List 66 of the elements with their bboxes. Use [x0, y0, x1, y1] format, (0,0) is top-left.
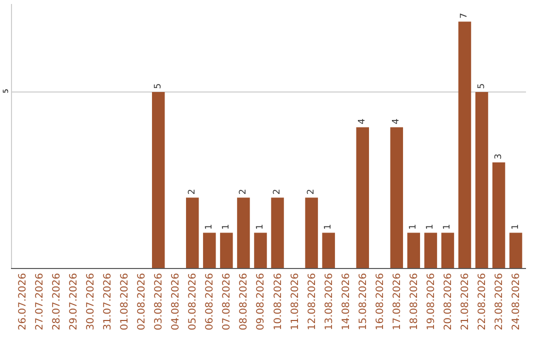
- x-tick-label: 04.08.2026: [170, 273, 182, 330]
- data-label: 4: [358, 118, 368, 124]
- data-label: 2: [272, 188, 283, 195]
- x-tick-label: 07.08.2026: [222, 273, 233, 330]
- data-label: 1: [204, 224, 214, 230]
- bar: [152, 92, 165, 268]
- data-label: 2: [238, 188, 248, 195]
- x-tick-label: 11.08.2026: [290, 273, 301, 330]
- data-label: 1: [324, 224, 334, 230]
- x-tick-label: 20.08.2026: [442, 273, 454, 330]
- data-label: 1: [510, 224, 521, 230]
- data-label: 1: [255, 224, 266, 230]
- data-label: 2: [306, 188, 317, 195]
- x-tick-label: 08.08.2026: [238, 273, 250, 330]
- bar: [237, 198, 250, 268]
- x-tick-label: 16.08.2026: [374, 273, 386, 330]
- x-tick-label: 06.08.2026: [204, 273, 216, 330]
- data-label: 2: [187, 188, 198, 195]
- data-label: 1: [221, 224, 232, 230]
- x-tick-label: 24.08.2026: [511, 273, 522, 330]
- bar: [407, 232, 420, 268]
- x-tick-label: 03.08.2026: [154, 273, 165, 330]
- bar: [220, 232, 233, 268]
- bar: [390, 127, 404, 268]
- x-tick-label: 10.08.2026: [272, 273, 284, 330]
- bar: [424, 232, 438, 268]
- bar: [305, 198, 318, 268]
- x-tick-label: 22.08.2026: [477, 273, 488, 330]
- bar: [509, 232, 522, 268]
- bar: [441, 232, 454, 268]
- x-tick-label: 31.07.2026: [102, 273, 114, 330]
- data-label: 1: [442, 224, 453, 230]
- bar: [203, 232, 216, 268]
- x-tick-label: 19.08.2026: [426, 273, 437, 330]
- bar: [254, 232, 267, 268]
- x-tick-label: 09.08.2026: [256, 273, 267, 330]
- data-label: 7: [460, 12, 470, 19]
- x-tick-label: 21.08.2026: [460, 273, 471, 330]
- x-tick-label: 14.08.2026: [340, 273, 352, 330]
- data-label: 1: [408, 224, 419, 230]
- data-label: 1: [426, 224, 436, 230]
- data-label: 5: [476, 83, 487, 89]
- bar: [186, 198, 199, 268]
- x-tick-label: 02.08.2026: [136, 273, 148, 330]
- x-tick-label: 30.07.2026: [86, 273, 97, 330]
- data-label: 4: [392, 118, 402, 124]
- x-tick-label: 01.08.2026: [120, 273, 131, 330]
- x-tick-label: 12.08.2026: [306, 273, 318, 330]
- x-tick-label: 13.08.2026: [324, 273, 335, 330]
- x-tick-label: 27.07.2026: [34, 273, 46, 330]
- x-tick-label: 18.08.2026: [408, 273, 420, 330]
- x-tick-label: 29.07.2026: [68, 273, 80, 330]
- bar: [458, 22, 472, 268]
- bar: [271, 198, 284, 268]
- bar: [356, 127, 369, 268]
- x-tick-label: 26.07.2026: [17, 273, 28, 330]
- data-label: 5: [153, 83, 164, 89]
- bar: [322, 232, 335, 268]
- x-tick-label: 15.08.2026: [358, 273, 369, 330]
- x-tick-label: 28.07.2026: [52, 273, 62, 330]
- x-tick-label: 17.08.2026: [392, 273, 403, 330]
- x-tick-label: 05.08.2026: [188, 273, 199, 330]
- bar: [492, 162, 506, 268]
- data-label: 3: [494, 154, 504, 160]
- bar: [475, 92, 488, 268]
- x-tick-label: 23.08.2026: [494, 273, 506, 330]
